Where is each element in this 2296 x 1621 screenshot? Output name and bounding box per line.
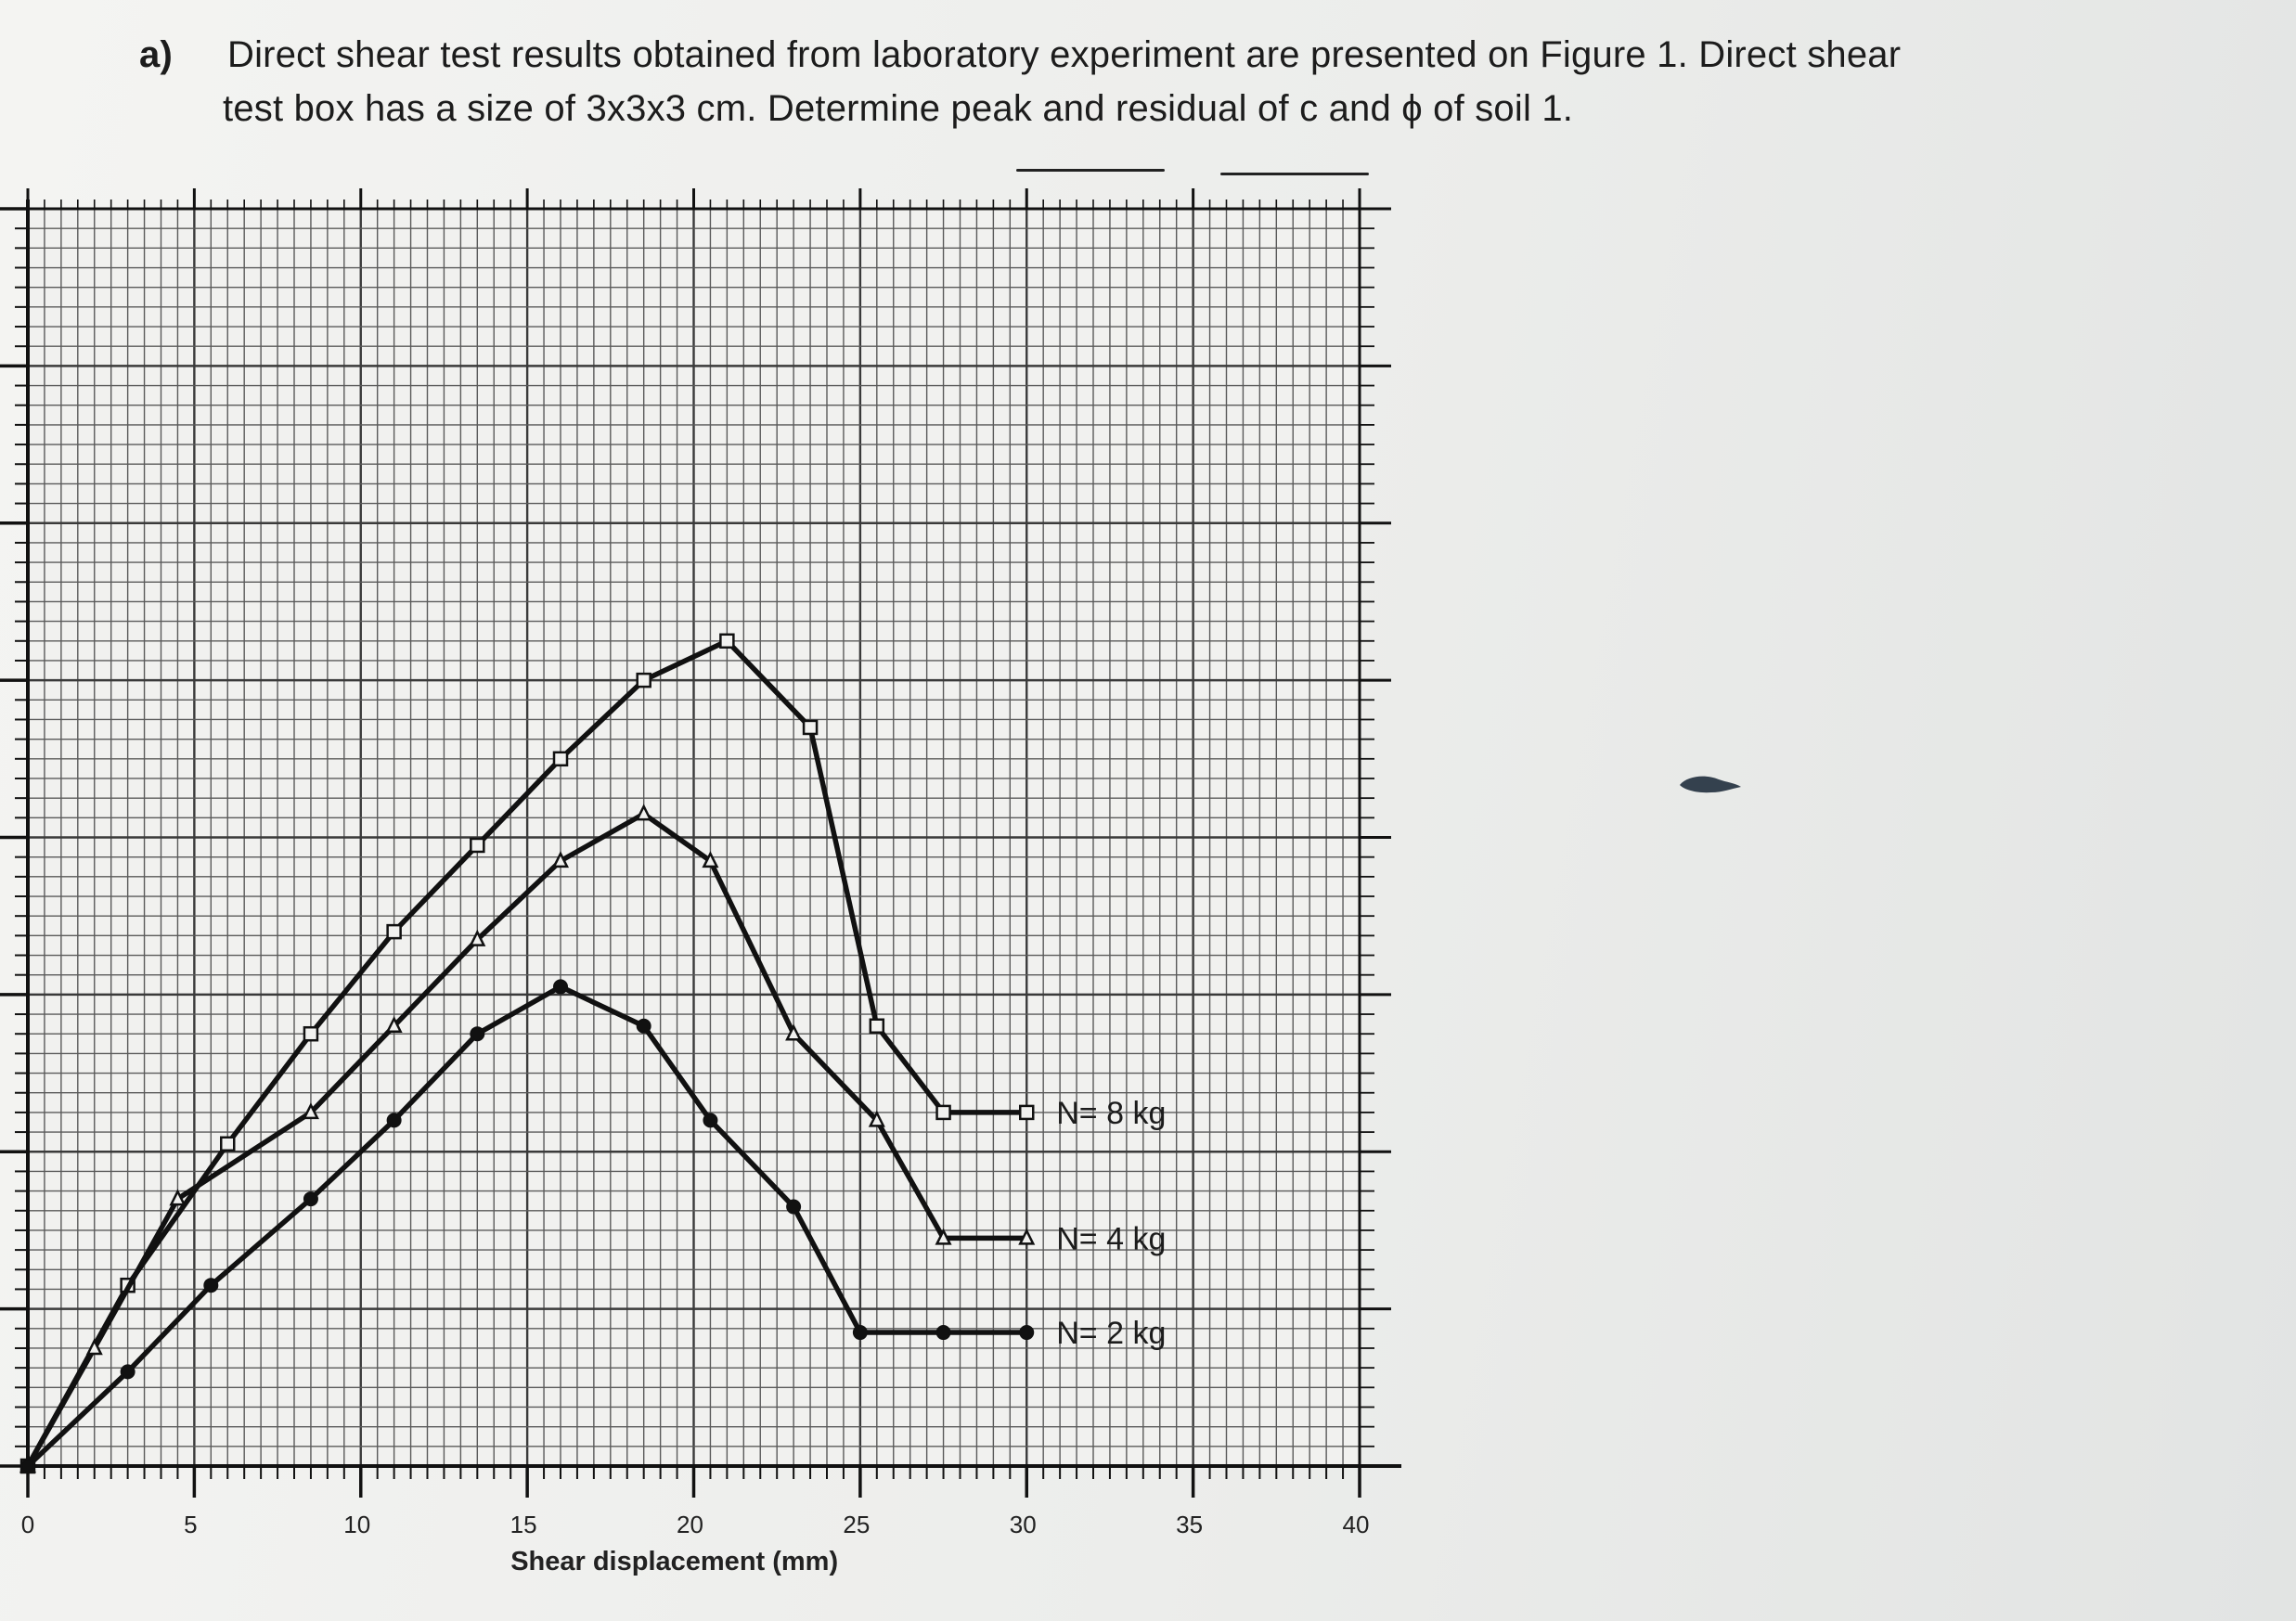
- chart-labels: 051015202530354046810121416Shear displac…: [21, 1096, 1370, 1576]
- data-point: [719, 633, 735, 650]
- data-point: [852, 1325, 868, 1341]
- data-point: [85, 1338, 103, 1356]
- data-point: [303, 1025, 319, 1042]
- peak-underline: [1016, 169, 1165, 172]
- data-point: [551, 851, 570, 868]
- series-label-3: N= 2 kg: [1056, 1316, 1166, 1351]
- data-point: [702, 851, 719, 868]
- series-label-2: N= 4 kg: [1056, 1221, 1166, 1256]
- data-point: [470, 1026, 485, 1042]
- data-point: [20, 1459, 35, 1473]
- data-point: [470, 837, 485, 854]
- data-point: [703, 1113, 718, 1128]
- data-point: [169, 1189, 187, 1206]
- x-tick-label: 0: [21, 1511, 34, 1538]
- x-axis-title: Shear displacement (mm): [510, 1547, 838, 1576]
- data-point: [302, 1102, 319, 1120]
- data-point: [303, 1191, 318, 1207]
- question-line-2: test box has a size of 3x3x3 cm. Determi…: [223, 88, 1574, 129]
- data-point: [386, 1113, 402, 1128]
- data-point: [220, 1136, 236, 1152]
- data-point: [469, 929, 486, 946]
- x-tick-label: 40: [1343, 1511, 1370, 1538]
- chart-series: [19, 633, 1036, 1474]
- data-point: [869, 1018, 885, 1034]
- x-tick-label: 30: [1010, 1511, 1037, 1538]
- residual-underline: [1220, 173, 1369, 175]
- data-point: [935, 1228, 952, 1245]
- x-tick-label: 15: [510, 1511, 537, 1538]
- x-tick-label: 10: [343, 1511, 370, 1538]
- data-point: [785, 1023, 803, 1041]
- data-point: [868, 1110, 885, 1127]
- data-point: [203, 1278, 219, 1293]
- ink-smudge: [1680, 776, 1741, 793]
- data-point: [935, 1325, 951, 1341]
- data-point: [385, 1015, 403, 1033]
- data-point: [1019, 1104, 1035, 1121]
- question-line-1: Direct shear test results obtained from …: [227, 34, 1902, 75]
- series-label-1: N= 8 kg: [1056, 1096, 1166, 1131]
- x-tick-label: 20: [677, 1511, 703, 1538]
- data-point: [802, 719, 819, 736]
- data-point: [386, 923, 402, 940]
- data-point: [636, 672, 651, 688]
- x-tick-label: 5: [184, 1511, 197, 1538]
- data-point: [635, 804, 652, 821]
- data-point: [552, 751, 569, 767]
- data-point: [636, 1018, 651, 1034]
- chart-grid: [26, 207, 1361, 1468]
- data-point: [786, 1199, 802, 1215]
- x-tick-label: 25: [843, 1511, 870, 1538]
- data-point: [120, 1364, 135, 1380]
- data-point: [1019, 1325, 1035, 1341]
- x-tick-label: 35: [1176, 1511, 1203, 1538]
- data-point: [1018, 1228, 1036, 1245]
- data-point: [553, 979, 568, 995]
- chart-axes: [0, 188, 1401, 1498]
- question-label: a): [139, 34, 173, 75]
- data-point: [935, 1104, 951, 1121]
